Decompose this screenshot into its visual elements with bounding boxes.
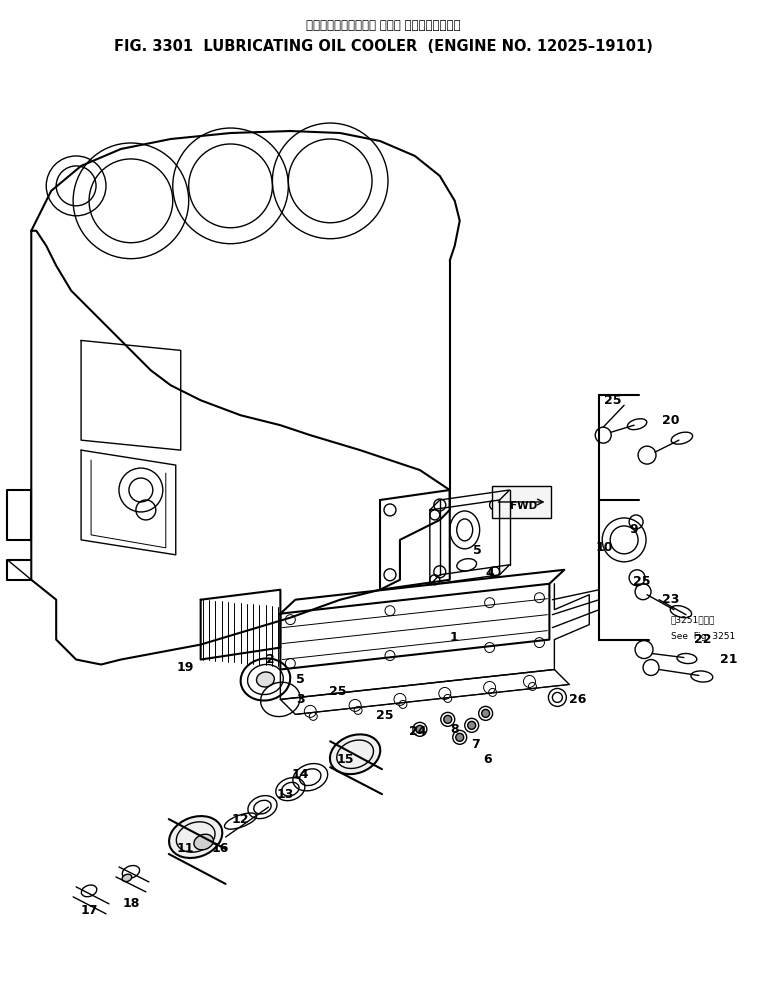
Text: 8: 8 [450, 723, 459, 736]
Ellipse shape [194, 834, 213, 850]
Text: 16: 16 [212, 843, 229, 856]
Ellipse shape [122, 874, 132, 881]
Ellipse shape [256, 672, 275, 687]
Text: 14: 14 [291, 768, 309, 781]
Text: 7: 7 [471, 738, 480, 751]
Text: 1: 1 [449, 631, 458, 644]
Text: 25: 25 [604, 394, 622, 407]
Text: 25: 25 [377, 708, 393, 722]
Circle shape [482, 709, 489, 717]
Text: 11: 11 [177, 843, 195, 856]
Text: 21: 21 [720, 653, 738, 666]
Ellipse shape [330, 734, 380, 775]
Text: 25: 25 [329, 685, 347, 698]
Text: 5: 5 [473, 544, 482, 557]
Text: 6: 6 [483, 753, 492, 766]
Text: 25: 25 [634, 575, 651, 588]
Circle shape [416, 725, 424, 733]
Text: 図3251図参照: 図3251図参照 [671, 616, 716, 624]
Circle shape [456, 733, 464, 741]
Text: 4: 4 [486, 567, 494, 580]
Text: 22: 22 [694, 633, 712, 646]
Text: 2: 2 [266, 653, 275, 666]
Text: 10: 10 [595, 541, 613, 554]
Text: 26: 26 [568, 693, 586, 705]
Text: 9: 9 [630, 524, 638, 536]
Circle shape [468, 721, 476, 729]
Text: 23: 23 [662, 593, 680, 607]
Text: See  Fig. 3251: See Fig. 3251 [671, 631, 736, 640]
Text: FIG. 3301  LUBRICATING OIL COOLER  (ENGINE NO. 12025–19101): FIG. 3301 LUBRICATING OIL COOLER (ENGINE… [114, 40, 653, 54]
Text: 15: 15 [337, 753, 354, 766]
Text: 24: 24 [409, 725, 426, 738]
Bar [492, 486, 551, 518]
Text: 13: 13 [277, 787, 294, 800]
Text: FWD: FWD [509, 501, 537, 511]
Text: 3: 3 [296, 693, 304, 705]
Circle shape [444, 715, 452, 723]
Text: 17: 17 [81, 904, 98, 917]
Ellipse shape [169, 816, 222, 858]
Text: 20: 20 [662, 414, 680, 427]
Text: 19: 19 [177, 661, 194, 674]
Text: 12: 12 [232, 812, 249, 826]
Text: 5: 5 [296, 673, 304, 686]
Text: 18: 18 [122, 897, 140, 910]
Text: ルーブリケーティング オイル クーラ　適用号機: ルーブリケーティング オイル クーラ 適用号機 [306, 20, 461, 33]
